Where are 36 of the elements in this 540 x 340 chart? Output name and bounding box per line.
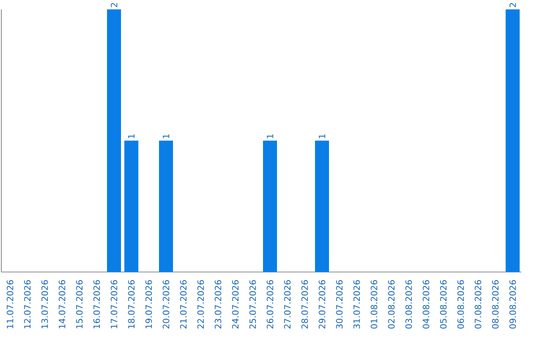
x-tick-label: 17.07.2026 [110,280,118,328]
x-tick-label: 27.07.2026 [284,280,291,329]
x-tick-label: 06.08.2026 [457,280,464,329]
data-label: 1 [318,134,326,138]
x-tick-label: 30.07.2026 [336,280,343,329]
x-tick-label: 13.07.2026 [41,280,48,328]
x-tick-label: 11.07.2026 [6,280,14,328]
x-tick-label: 31.07.2026 [353,280,360,329]
x-tick-label: 12.07.2026 [24,280,31,328]
data-label: 2 [110,3,118,8]
x-tick-label: 26.07.2026 [266,280,274,329]
data-label: 1 [128,134,134,138]
x-tick-label: 20.07.2026 [162,280,170,329]
x-tick-label: 14.07.2026 [58,280,66,328]
x-tick-label: 28.07.2026 [301,280,308,329]
x-tick-label: 05.08.2026 [440,280,447,329]
x-tick-label: 21.07.2026 [180,280,187,329]
x-tick-label: 25.07.2026 [249,280,256,329]
x-tick-label: 04.08.2026 [422,280,430,329]
x-tick-label: 07.08.2026 [474,280,482,329]
x-tick-label: 15.07.2026 [76,280,83,328]
data-label: 1 [266,134,274,138]
data-label: 1 [162,134,170,138]
x-tick-label: 22.07.2026 [197,280,204,329]
x-tick-label: 02.08.2026 [388,280,395,329]
x-tick-label: 29.07.2026 [318,280,326,329]
x-tick-label: 01.08.2026 [370,280,378,329]
x-tick-label: 03.08.2026 [405,280,412,329]
x-tick-label: 19.07.2026 [145,280,152,328]
x-tick-label: 16.07.2026 [93,280,100,328]
x-tick-label: 09.08.2026 [509,280,516,329]
x-tick-label: 23.07.2026 [214,280,222,329]
x-tick-label: 24.07.2026 [232,280,239,329]
x-tick-label: 08.08.2026 [492,280,499,329]
x-tick-label: 18.07.2026 [128,280,135,328]
data-label: 2 [509,3,516,8]
